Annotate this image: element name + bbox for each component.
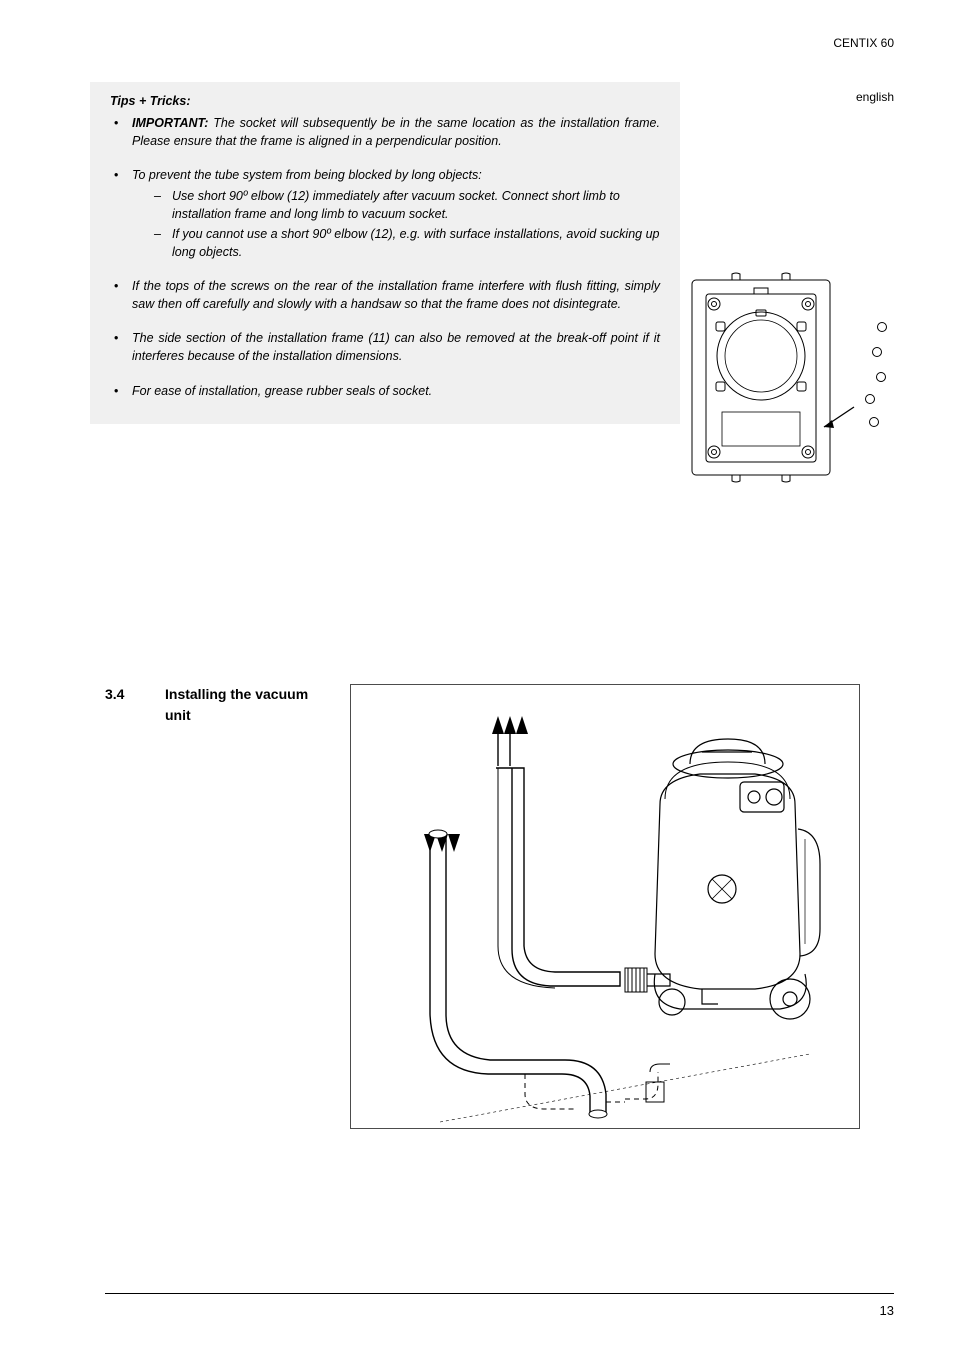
tip-lead: To prevent the tube system from being bl…	[132, 168, 482, 182]
tip-item-important: IMPORTANT: The socket will subsequently …	[110, 114, 660, 150]
section-title: Installing the vacuum unit	[165, 684, 330, 726]
tip-item-prevent-block: To prevent the tube system from being bl…	[110, 166, 660, 261]
tips-tricks-box: Tips + Tricks: IMPORTANT: The socket wil…	[90, 82, 680, 424]
tip-item-side-section: The side section of the installation fra…	[110, 329, 660, 365]
product-header: CENTIX 60	[60, 34, 894, 52]
tip-item-grease: For ease of installation, grease rubber …	[110, 382, 660, 400]
page-number: 13	[880, 1301, 894, 1321]
tips-title: Tips + Tricks:	[110, 92, 660, 110]
language-label: english	[856, 88, 894, 106]
section-number: 3.4	[105, 684, 165, 705]
tip-sub-2: If you cannot use a short 90º elbow (12)…	[154, 225, 660, 261]
footer-divider	[105, 1293, 894, 1294]
vacuum-unit-figure	[350, 684, 860, 1129]
tip-sub-1: Use short 90º elbow (12) immediately aft…	[154, 187, 660, 223]
important-text: The socket will subsequently be in the s…	[132, 116, 660, 148]
tip-item-screws: If the tops of the screws on the rear of…	[110, 277, 660, 313]
installation-frame-figure	[684, 272, 899, 487]
important-label: IMPORTANT:	[132, 116, 208, 130]
